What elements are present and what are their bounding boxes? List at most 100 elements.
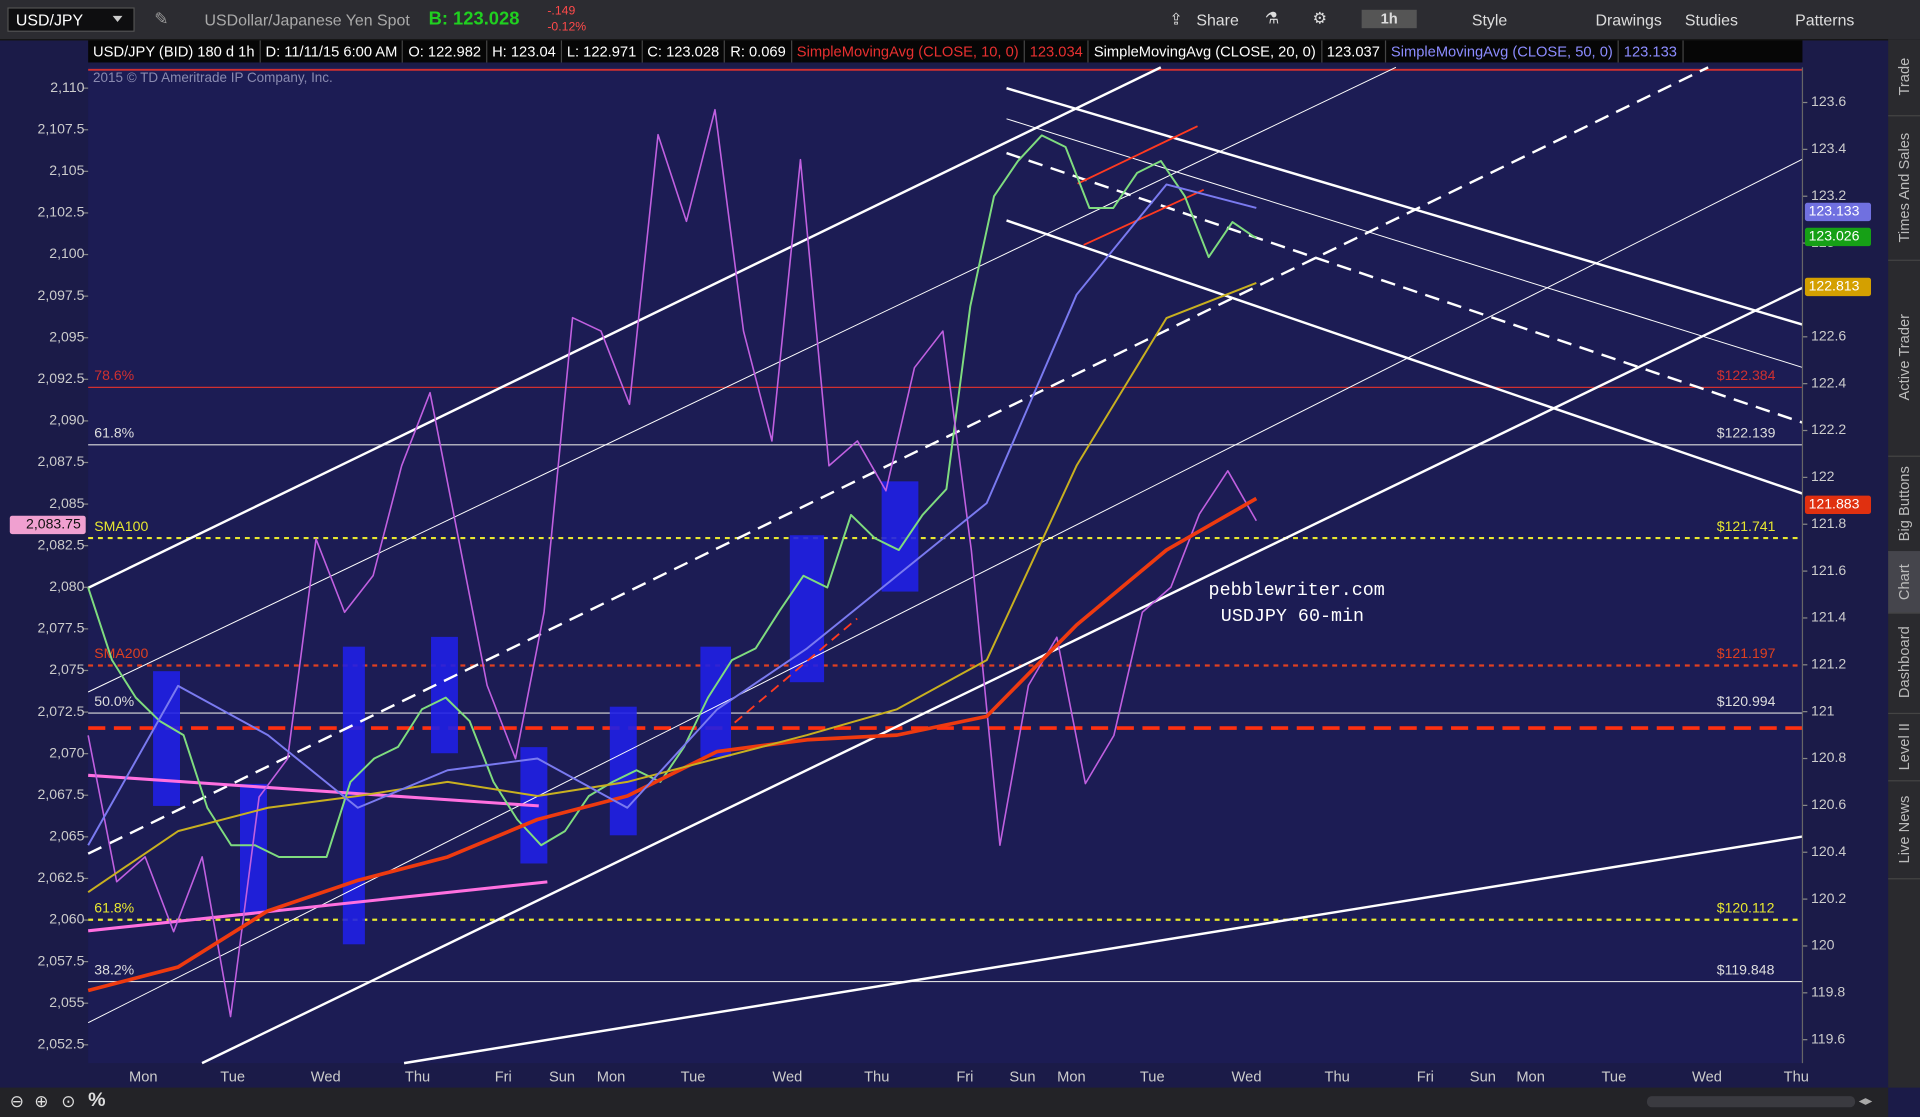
- scrollbar[interactable]: [1646, 1096, 1856, 1108]
- x-tick-label: Sun: [549, 1070, 575, 1086]
- series-line: [87, 183, 1257, 846]
- price-badge: [1804, 495, 1872, 514]
- x-tick-label: Wed: [1232, 1070, 1262, 1086]
- bid-price: B: 123.028: [428, 8, 520, 30]
- x-tick-label: Wed: [772, 1070, 802, 1086]
- y-tick-label: 120.4: [1811, 843, 1846, 859]
- y2-tick-label: 2,055: [49, 994, 84, 1010]
- x-tick-label: Mon: [1057, 1070, 1086, 1086]
- share-button[interactable]: Share: [1196, 11, 1239, 30]
- y-tick-label: 122.2: [1811, 421, 1846, 437]
- percent-toggle[interactable]: %: [88, 1090, 106, 1111]
- level-label: 78.6%: [94, 367, 134, 383]
- scroll-arrows[interactable]: ◂▸: [1858, 1093, 1873, 1109]
- level-price-label: $119.848: [1717, 961, 1775, 977]
- box: [789, 535, 825, 683]
- level-label: 38.2%: [94, 961, 134, 977]
- trendline: [87, 158, 1803, 1024]
- level-label: SMA100: [94, 518, 148, 534]
- y-tick-label: 119.8: [1811, 984, 1845, 1000]
- y2-tick-label: 2,067.5: [38, 786, 85, 802]
- studies-button[interactable]: Studies: [1684, 11, 1739, 30]
- sidebar-tab[interactable]: Trade: [1888, 39, 1920, 117]
- study-header: USD/JPY (BID) 180 d 1h D: 11/11/15 6:00 A…: [88, 40, 1803, 63]
- header-item: SimpleMovingAvg (CLOSE, 50, 0): [1386, 40, 1619, 63]
- y2-tick-label: 2,060: [49, 911, 84, 927]
- trendline: [201, 286, 1803, 1065]
- red-trendline: [1083, 189, 1205, 246]
- header-item: SimpleMovingAvg (CLOSE, 20, 0): [1089, 40, 1322, 63]
- y2-tick-label: 2,070: [49, 744, 84, 760]
- timeframe-button[interactable]: 1h: [1361, 9, 1417, 29]
- box: [153, 671, 181, 806]
- drawings-button[interactable]: Drawings: [1595, 11, 1662, 30]
- x-tick-label: Tue: [681, 1070, 706, 1086]
- sidebar-tab[interactable]: Active Trader: [1888, 259, 1920, 457]
- level-label: 61.8%: [94, 425, 134, 441]
- header-item: USD/JPY (BID) 180 d 1h: [88, 40, 261, 63]
- settings-button[interactable]: ⚙: [1312, 8, 1327, 27]
- box: [431, 636, 458, 754]
- trendline: [1006, 118, 1803, 368]
- header-item: L: 122.971: [562, 40, 643, 63]
- share-icon: ⇪: [1169, 9, 1183, 29]
- trendlines: [87, 66, 1803, 1065]
- zoom-in[interactable]: ⊕: [34, 1091, 49, 1111]
- y-tick-label: 123.2: [1811, 187, 1846, 203]
- sidebar-tab[interactable]: Chart: [1888, 551, 1920, 614]
- left-badge-label: 2,083.75: [26, 516, 81, 532]
- header-item: 123.133: [1619, 40, 1684, 63]
- level-price-label: $120.994: [1717, 693, 1776, 709]
- link-icon[interactable]: ✎: [154, 8, 169, 29]
- trendline: [1006, 219, 1803, 495]
- price-badge-label: 123.026: [1809, 228, 1860, 244]
- pink-trendline: [88, 773, 539, 808]
- net-change: -.149: [547, 4, 576, 19]
- price-badge: [1804, 227, 1872, 247]
- sidebar-tab[interactable]: Times And Sales: [1888, 115, 1920, 261]
- y-tick-label: 120: [1811, 937, 1835, 953]
- sidebar-tab[interactable]: Level II: [1888, 712, 1920, 782]
- header-item: O: 122.982: [403, 40, 488, 63]
- y-tick-label: 122.4: [1811, 374, 1846, 390]
- sidebar: Trade Times And Sales Active Trader Big But…: [1888, 39, 1920, 1088]
- trendline: [87, 66, 1162, 589]
- patterns-button[interactable]: Patterns: [1795, 11, 1855, 30]
- y2-tick-label: 2,092.5: [38, 370, 85, 386]
- box: [342, 646, 365, 945]
- trendline: [87, 66, 1709, 855]
- y2-tick-label: 2,107.5: [38, 120, 85, 136]
- y2-tick-label: 2,065: [49, 828, 84, 844]
- red-trendline: [734, 617, 858, 724]
- header-item: D: 11/11/15 6:00 AM: [261, 40, 404, 63]
- y2-tick-label: 2,082.5: [38, 536, 85, 552]
- x-tick-label: Mon: [1516, 1070, 1545, 1086]
- level-label: 50.0%: [94, 693, 134, 709]
- header-item: C: 123.028: [642, 40, 726, 63]
- annotation: USDJPY 60-min: [1221, 606, 1364, 627]
- price-badge-label: 121.883: [1809, 496, 1860, 512]
- sidebar-tab[interactable]: Dashboard: [1888, 612, 1920, 715]
- y2-tick-label: 2,097.5: [38, 287, 85, 303]
- y-tick-label: 123.6: [1811, 93, 1846, 109]
- red-trendline: [1077, 125, 1198, 185]
- trendline: [1006, 151, 1803, 424]
- x-tick-label: Tue: [220, 1070, 245, 1086]
- grid: [88, 386, 1803, 983]
- series-line: [87, 134, 1257, 858]
- zoom-out[interactable]: ⊖: [9, 1091, 25, 1111]
- y2-tick-label: 2,090: [49, 412, 84, 428]
- sidebar-tab[interactable]: Live News: [1888, 780, 1920, 880]
- style-button[interactable]: Style: [1471, 11, 1508, 30]
- zoom-fit[interactable]: ⊙: [61, 1091, 76, 1111]
- flask-button[interactable]: ⚗: [1264, 8, 1280, 27]
- y2-tick-label: 2,062.5: [38, 869, 85, 885]
- y-tick-label: 120.6: [1811, 796, 1846, 812]
- y-tick-label: 121: [1811, 702, 1835, 718]
- x-tick-label: Wed: [311, 1070, 341, 1086]
- description: USDollar/Japanese Yen Spot: [204, 11, 410, 30]
- sidebar-tab[interactable]: Big Buttons: [1888, 455, 1920, 553]
- x-tick-label: Tue: [1140, 1070, 1165, 1086]
